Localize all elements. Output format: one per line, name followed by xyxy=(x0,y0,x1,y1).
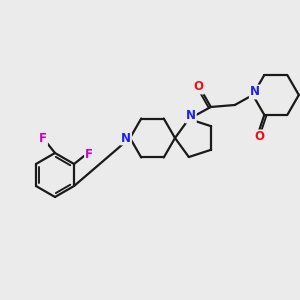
Text: O: O xyxy=(254,130,264,143)
Text: O: O xyxy=(194,80,204,94)
Text: N: N xyxy=(186,110,196,122)
Text: F: F xyxy=(39,133,47,146)
Text: N: N xyxy=(121,131,131,145)
Text: N: N xyxy=(250,85,260,98)
Text: F: F xyxy=(85,148,93,160)
